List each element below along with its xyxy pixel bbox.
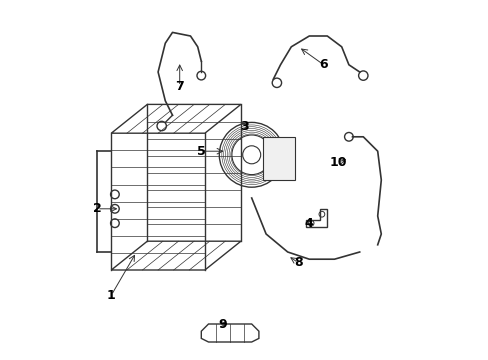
Text: 5: 5 xyxy=(197,145,205,158)
Text: 8: 8 xyxy=(294,256,302,269)
Text: 6: 6 xyxy=(319,58,327,71)
Text: 7: 7 xyxy=(175,80,183,93)
Text: 1: 1 xyxy=(107,289,116,302)
Polygon shape xyxy=(262,137,294,180)
Text: 9: 9 xyxy=(218,318,227,330)
Text: 10: 10 xyxy=(329,156,346,168)
Text: 4: 4 xyxy=(305,217,313,230)
Text: 3: 3 xyxy=(240,120,248,132)
Text: 2: 2 xyxy=(92,202,101,215)
